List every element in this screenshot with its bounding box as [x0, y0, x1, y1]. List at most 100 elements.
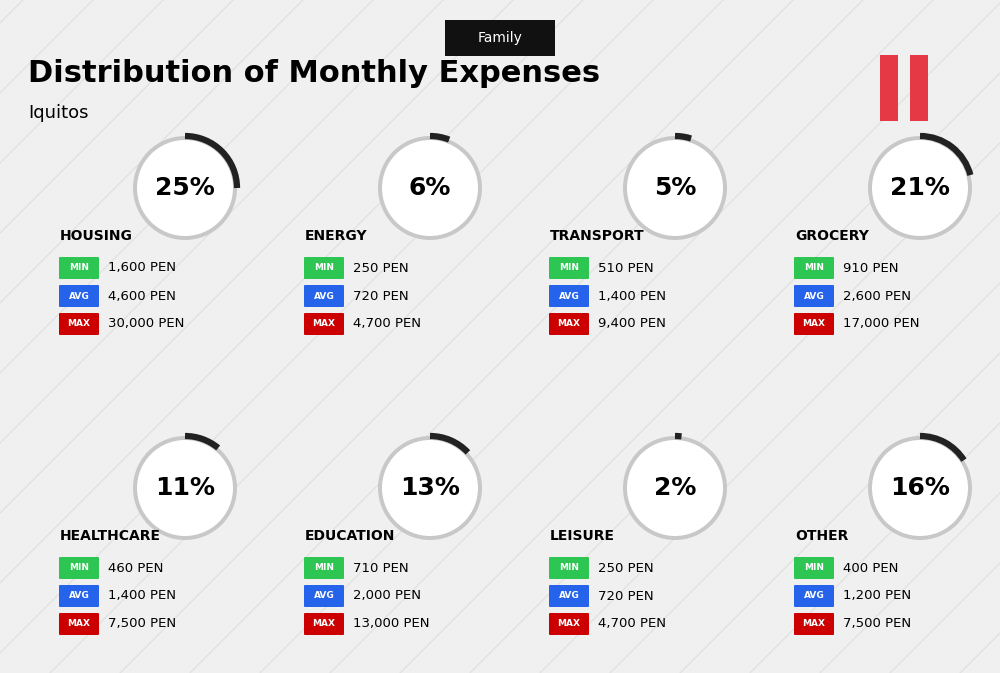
Text: 6%: 6% — [409, 176, 451, 200]
FancyBboxPatch shape — [59, 257, 99, 279]
Text: MAX: MAX — [312, 320, 336, 328]
FancyBboxPatch shape — [794, 557, 834, 579]
Text: AVG: AVG — [69, 291, 89, 301]
FancyBboxPatch shape — [59, 557, 99, 579]
Circle shape — [623, 136, 727, 240]
Text: MAX: MAX — [312, 620, 336, 629]
Text: 2,000 PEN: 2,000 PEN — [353, 590, 421, 602]
Text: 910 PEN: 910 PEN — [843, 262, 898, 275]
FancyBboxPatch shape — [549, 557, 589, 579]
FancyBboxPatch shape — [549, 257, 589, 279]
Text: OTHER: OTHER — [795, 529, 848, 543]
Text: MAX: MAX — [558, 620, 580, 629]
Text: EDUCATION: EDUCATION — [305, 529, 395, 543]
Text: 16%: 16% — [890, 476, 950, 500]
FancyBboxPatch shape — [304, 313, 344, 335]
FancyBboxPatch shape — [304, 285, 344, 307]
FancyBboxPatch shape — [794, 257, 834, 279]
Text: MIN: MIN — [69, 264, 89, 273]
Circle shape — [137, 440, 233, 536]
Text: AVG: AVG — [559, 291, 579, 301]
Text: 720 PEN: 720 PEN — [598, 590, 654, 602]
Text: 25%: 25% — [155, 176, 215, 200]
FancyBboxPatch shape — [59, 585, 99, 607]
Text: 13%: 13% — [400, 476, 460, 500]
Text: TRANSPORT: TRANSPORT — [550, 229, 645, 243]
Circle shape — [378, 436, 482, 540]
Text: Distribution of Monthly Expenses: Distribution of Monthly Expenses — [28, 59, 600, 87]
Text: 2,600 PEN: 2,600 PEN — [843, 289, 911, 302]
Text: 9,400 PEN: 9,400 PEN — [598, 318, 666, 330]
FancyBboxPatch shape — [304, 585, 344, 607]
Text: Family: Family — [478, 31, 522, 45]
Text: 1,600 PEN: 1,600 PEN — [108, 262, 176, 275]
FancyBboxPatch shape — [59, 613, 99, 635]
Text: AVG: AVG — [559, 592, 579, 600]
Text: 21%: 21% — [890, 176, 950, 200]
FancyBboxPatch shape — [445, 20, 555, 56]
Circle shape — [133, 436, 237, 540]
Text: 1,200 PEN: 1,200 PEN — [843, 590, 911, 602]
Circle shape — [378, 136, 482, 240]
Circle shape — [868, 136, 972, 240]
Circle shape — [623, 436, 727, 540]
Text: 250 PEN: 250 PEN — [353, 262, 409, 275]
Circle shape — [382, 440, 478, 536]
Text: 4,600 PEN: 4,600 PEN — [108, 289, 176, 302]
Text: 1,400 PEN: 1,400 PEN — [598, 289, 666, 302]
FancyBboxPatch shape — [549, 313, 589, 335]
FancyBboxPatch shape — [794, 313, 834, 335]
Text: AVG: AVG — [314, 592, 334, 600]
Text: 710 PEN: 710 PEN — [353, 561, 409, 575]
FancyBboxPatch shape — [304, 613, 344, 635]
FancyBboxPatch shape — [549, 613, 589, 635]
Text: GROCERY: GROCERY — [795, 229, 869, 243]
Text: 250 PEN: 250 PEN — [598, 561, 654, 575]
FancyBboxPatch shape — [549, 285, 589, 307]
FancyBboxPatch shape — [304, 557, 344, 579]
Circle shape — [868, 436, 972, 540]
Text: MAX: MAX — [802, 620, 826, 629]
Text: AVG: AVG — [804, 592, 824, 600]
FancyBboxPatch shape — [794, 613, 834, 635]
Text: MIN: MIN — [314, 264, 334, 273]
Text: ENERGY: ENERGY — [305, 229, 368, 243]
Circle shape — [627, 140, 723, 236]
Text: 4,700 PEN: 4,700 PEN — [598, 618, 666, 631]
Text: AVG: AVG — [69, 592, 89, 600]
Circle shape — [627, 440, 723, 536]
Text: 30,000 PEN: 30,000 PEN — [108, 318, 184, 330]
FancyBboxPatch shape — [549, 585, 589, 607]
Text: HOUSING: HOUSING — [60, 229, 133, 243]
Text: MIN: MIN — [314, 563, 334, 573]
Circle shape — [872, 140, 968, 236]
Text: MIN: MIN — [804, 264, 824, 273]
FancyBboxPatch shape — [794, 585, 834, 607]
Text: MIN: MIN — [69, 563, 89, 573]
FancyBboxPatch shape — [59, 285, 99, 307]
Text: MIN: MIN — [804, 563, 824, 573]
Text: AVG: AVG — [314, 291, 334, 301]
Text: Iquitos: Iquitos — [28, 104, 88, 122]
Text: 4,700 PEN: 4,700 PEN — [353, 318, 421, 330]
Text: 7,500 PEN: 7,500 PEN — [843, 618, 911, 631]
Text: MIN: MIN — [559, 563, 579, 573]
Text: 11%: 11% — [155, 476, 215, 500]
Text: 460 PEN: 460 PEN — [108, 561, 163, 575]
FancyBboxPatch shape — [304, 257, 344, 279]
Text: MIN: MIN — [559, 264, 579, 273]
Text: MAX: MAX — [558, 320, 580, 328]
FancyBboxPatch shape — [59, 313, 99, 335]
Text: 7,500 PEN: 7,500 PEN — [108, 618, 176, 631]
Text: AVG: AVG — [804, 291, 824, 301]
Text: MAX: MAX — [68, 620, 90, 629]
Text: 400 PEN: 400 PEN — [843, 561, 898, 575]
Circle shape — [137, 140, 233, 236]
Circle shape — [872, 440, 968, 536]
Bar — [880, 55, 898, 120]
Text: LEISURE: LEISURE — [550, 529, 615, 543]
Text: 5%: 5% — [654, 176, 696, 200]
Text: MAX: MAX — [802, 320, 826, 328]
Text: 1,400 PEN: 1,400 PEN — [108, 590, 176, 602]
Text: MAX: MAX — [68, 320, 90, 328]
